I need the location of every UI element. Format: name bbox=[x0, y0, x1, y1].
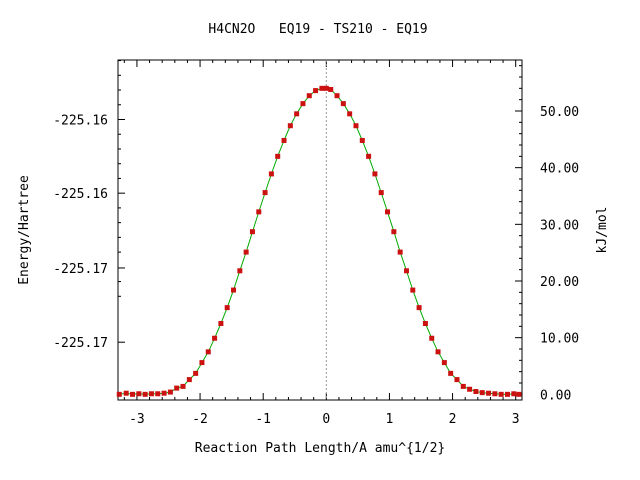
data-point bbox=[155, 391, 161, 397]
data-point bbox=[130, 391, 136, 397]
data-point bbox=[224, 305, 230, 311]
data-point bbox=[268, 171, 274, 177]
data-point bbox=[161, 390, 167, 396]
data-point bbox=[479, 390, 485, 396]
data-point bbox=[378, 190, 384, 196]
data-point bbox=[460, 383, 466, 389]
data-point bbox=[410, 287, 416, 293]
data-point bbox=[504, 391, 510, 397]
axes-group: -3 -2 -1 0 1 2 3 -225.16 -225.16 -225.17 -225.17 0.… bbox=[53, 60, 579, 427]
data-point bbox=[294, 111, 300, 117]
x-tick-label: -2 bbox=[192, 412, 208, 427]
x-tick-label: -1 bbox=[255, 412, 271, 427]
chart-title: H4CN2O EQ19 - TS210 - EQ19 bbox=[208, 22, 427, 37]
data-point bbox=[249, 229, 255, 235]
data-point bbox=[347, 111, 353, 117]
data-point bbox=[148, 391, 154, 397]
data-point bbox=[511, 391, 517, 397]
data-point bbox=[328, 86, 334, 92]
data-point bbox=[306, 93, 312, 99]
data-point bbox=[498, 391, 504, 397]
data-point bbox=[366, 153, 372, 159]
data-point bbox=[422, 321, 428, 326]
data-point bbox=[205, 349, 211, 355]
y-right-tick-label: 0.00 bbox=[540, 388, 571, 403]
data-point bbox=[256, 209, 262, 215]
data-point bbox=[441, 360, 447, 366]
data-point bbox=[174, 385, 180, 391]
data-point bbox=[136, 391, 142, 397]
y-axis-label-right: kJ/mol bbox=[595, 207, 610, 254]
data-point bbox=[340, 101, 346, 107]
data-point bbox=[486, 390, 492, 396]
data-point bbox=[281, 137, 287, 143]
data-point bbox=[416, 305, 422, 311]
data-point bbox=[212, 335, 218, 341]
data-point bbox=[473, 389, 479, 394]
data-point bbox=[237, 268, 243, 274]
data-point bbox=[313, 88, 319, 94]
data-point bbox=[167, 389, 173, 395]
x-tick-label: 1 bbox=[386, 412, 394, 427]
data-point bbox=[116, 391, 122, 397]
data-point bbox=[323, 85, 329, 91]
data-point bbox=[391, 229, 397, 235]
data-point bbox=[448, 370, 454, 376]
x-tick-label: -3 bbox=[129, 412, 145, 427]
y-left-tick-label: -225.16 bbox=[53, 187, 108, 202]
data-point bbox=[372, 171, 378, 177]
data-point bbox=[359, 137, 365, 143]
y-right-tick-label: 20.00 bbox=[540, 275, 579, 290]
data-point bbox=[435, 349, 441, 355]
data-point bbox=[287, 123, 293, 129]
data-point bbox=[334, 93, 340, 99]
data-point bbox=[243, 249, 249, 255]
data-point bbox=[199, 360, 205, 366]
data-point bbox=[142, 391, 148, 397]
x-tick-label: 0 bbox=[322, 412, 330, 427]
y-right-tick-label: 10.00 bbox=[540, 332, 579, 347]
y-right-tick-label: 40.00 bbox=[540, 162, 579, 177]
y-right-tick-label: 50.00 bbox=[540, 105, 579, 120]
data-point bbox=[186, 377, 192, 383]
x-axis-label: Reaction Path Length/A amu^{1/2} bbox=[195, 441, 445, 456]
data-point bbox=[467, 386, 473, 392]
data-point bbox=[403, 268, 409, 274]
series-group bbox=[116, 85, 522, 397]
data-point bbox=[454, 377, 460, 383]
data-point bbox=[180, 383, 186, 389]
series-line bbox=[119, 87, 519, 395]
data-point bbox=[218, 321, 224, 326]
data-point bbox=[397, 249, 403, 255]
data-point bbox=[516, 391, 522, 397]
data-point bbox=[193, 370, 199, 376]
data-point bbox=[319, 85, 325, 91]
data-point bbox=[385, 209, 391, 215]
data-point bbox=[353, 123, 359, 129]
y-left-tick-label: -225.17 bbox=[53, 262, 108, 277]
data-point bbox=[231, 287, 237, 293]
y-left-tick-label: -225.17 bbox=[53, 336, 108, 351]
y-right-tick-label: 30.00 bbox=[540, 218, 579, 233]
data-point bbox=[262, 190, 268, 196]
data-point bbox=[275, 153, 281, 159]
plot-frame bbox=[117, 59, 523, 401]
x-tick-label: 3 bbox=[512, 412, 520, 427]
data-point bbox=[300, 101, 306, 107]
x-tick-label: 2 bbox=[449, 412, 457, 427]
y-left-tick-label: -225.16 bbox=[53, 114, 108, 129]
y-axis-label-left: Energy/Hartree bbox=[17, 175, 32, 285]
data-point bbox=[123, 390, 129, 396]
data-point bbox=[429, 335, 435, 341]
data-point bbox=[492, 391, 498, 397]
